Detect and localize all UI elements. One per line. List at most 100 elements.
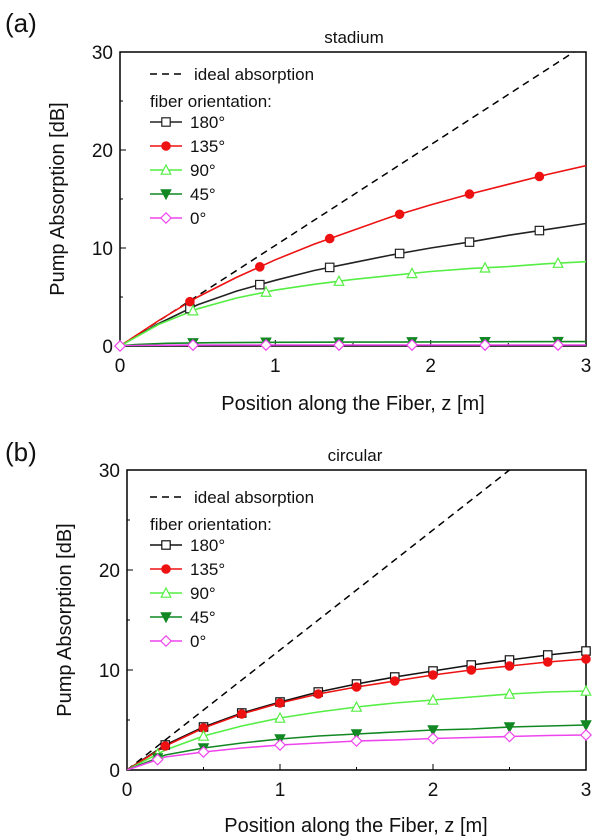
legend-label: 135° (190, 560, 225, 579)
panel-label: (a) (5, 8, 37, 38)
series-line (120, 222, 586, 346)
data-point (534, 225, 545, 236)
data-point (504, 661, 515, 671)
legend-marker (160, 586, 172, 598)
data-point (503, 722, 516, 734)
legend-marker (161, 117, 171, 127)
legend-label: 90° (190, 584, 216, 603)
data-point (394, 248, 405, 259)
data-point (197, 745, 210, 759)
x-axis-ticks (126, 764, 587, 770)
y-tick-label: 10 (99, 661, 120, 682)
data-point (426, 732, 440, 745)
x-tick-label: 0 (122, 780, 133, 801)
ideal-absorption-line (120, 52, 576, 346)
legend-marker (161, 141, 171, 151)
x-tick-label: 1 (270, 356, 281, 377)
data-point (324, 262, 335, 273)
data-point (503, 687, 516, 699)
legend-label: 0° (190, 209, 206, 228)
plot-series (113, 52, 586, 353)
ideal-absorption-line (127, 470, 511, 770)
y-tick-label: 30 (92, 43, 113, 64)
y-axis-label: Pump Absorption [dB] (47, 102, 69, 295)
legend-label: 180° (190, 536, 225, 555)
y-axis-ticks (120, 51, 126, 347)
data-point (394, 209, 405, 220)
data-point (236, 709, 247, 719)
x-axis-label: Position along the Fiber, z [m] (221, 393, 484, 415)
data-point (405, 338, 419, 352)
data-point (466, 665, 477, 675)
data-point (260, 285, 272, 297)
data-point (551, 338, 565, 352)
data-point (350, 700, 363, 712)
plot-series (127, 470, 592, 770)
data-point (151, 753, 164, 766)
y-axis-label: Pump Absorption [dB] (54, 523, 76, 716)
series-markers (185, 171, 545, 307)
data-point (542, 657, 553, 667)
legend-label: 135° (190, 137, 225, 156)
data-point (197, 729, 210, 741)
data-point (255, 279, 265, 290)
data-point (580, 684, 592, 696)
data-point (313, 689, 324, 699)
data-point (160, 741, 171, 751)
panel-b: (b) circular 0 1 2 3 0 10 20 30 Position… (5, 437, 592, 837)
legend-label: 45° (190, 185, 216, 204)
y-tick-label: 20 (99, 561, 120, 582)
y-tick-label: 10 (92, 239, 113, 260)
series-line (120, 260, 586, 346)
x-axis-label: Position along the Fiber, z [m] (224, 815, 487, 837)
x-tick-label: 1 (275, 780, 286, 801)
legend-marker (160, 612, 172, 624)
data-point (350, 734, 363, 748)
data-point (427, 725, 439, 737)
x-tick-label: 3 (581, 780, 592, 801)
data-point (333, 274, 345, 286)
data-point (351, 682, 362, 692)
legend-label: 0° (190, 632, 206, 651)
data-point (534, 171, 545, 182)
legend-label-ideal: ideal absorption (194, 488, 314, 507)
data-point (274, 711, 286, 723)
data-point (389, 676, 400, 686)
series-markers (151, 728, 592, 766)
data-point (273, 738, 287, 752)
data-point (113, 339, 127, 353)
legend-marker (160, 189, 172, 201)
series-markers (151, 684, 592, 759)
data-point (581, 654, 591, 664)
data-point (427, 693, 439, 705)
legend-marker (160, 163, 172, 175)
legend-label: 180° (190, 113, 225, 132)
data-point (479, 261, 491, 273)
legend-label: 45° (190, 608, 216, 627)
panel-a: (a) stadium 0 1 2 3 0 10 20 30 Position … (5, 8, 591, 415)
data-point (275, 698, 285, 708)
legend-marker (159, 211, 173, 225)
x-tick-label: 2 (425, 356, 436, 377)
series-line (120, 164, 586, 346)
data-point (324, 233, 335, 244)
legend-marker (159, 634, 173, 648)
series-markers (160, 646, 591, 750)
data-point (185, 296, 195, 307)
series-markers (160, 654, 591, 751)
y-tick-label: 20 (92, 141, 113, 162)
y-tick-label: 30 (99, 461, 120, 482)
panel-label: (b) (5, 437, 37, 467)
legend: fiber orientation: ideal absorption 180° 1… (150, 488, 314, 651)
y-tick-label: 0 (109, 761, 120, 782)
legend-label: 90° (190, 161, 216, 180)
data-point (187, 304, 199, 316)
legend-header: fiber orientation: (150, 515, 272, 534)
data-point (464, 189, 475, 199)
data-point (428, 670, 438, 680)
data-point (579, 728, 592, 742)
series-markers (187, 256, 564, 316)
x-tick-label: 0 (115, 356, 126, 377)
data-point (581, 646, 591, 656)
